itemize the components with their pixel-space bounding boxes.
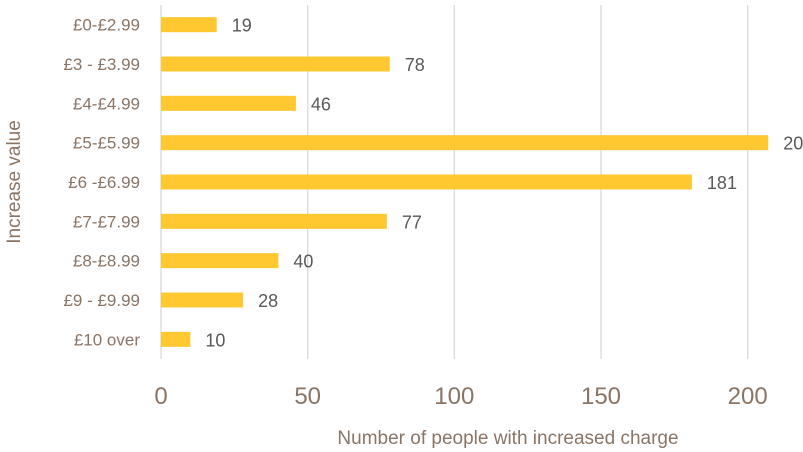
- y-tick-label: £7-£7.99: [73, 212, 140, 231]
- data-label: 78: [405, 55, 425, 75]
- bar: [161, 292, 244, 308]
- data-label: 19: [232, 16, 252, 36]
- bar: [161, 331, 191, 347]
- data-label: 40: [293, 252, 313, 272]
- y-tick-label: £5-£5.99: [73, 134, 140, 153]
- data-label: 10: [205, 330, 225, 350]
- y-tick-label: £9 - £9.99: [63, 291, 140, 310]
- y-tick-label: £0-£2.99: [73, 16, 140, 35]
- x-tick-label: 0: [154, 383, 167, 410]
- y-axis-title: Increase value: [4, 120, 25, 244]
- x-tick-label: 50: [294, 383, 321, 410]
- y-tick-label: £4-£4.99: [73, 94, 140, 113]
- bar: [161, 56, 390, 72]
- x-tick-label: 100: [434, 383, 474, 410]
- y-tick-label: £8-£8.99: [73, 252, 140, 271]
- bar: [161, 253, 279, 269]
- bar: [161, 135, 769, 151]
- x-axis-title: Number of people with increased charge: [337, 428, 678, 449]
- data-label: 28: [258, 291, 278, 311]
- data-label: 181: [707, 173, 737, 193]
- bar: [161, 17, 217, 33]
- x-tick-label: 150: [581, 383, 621, 410]
- labels: 0 50 100 150 200 £0-£2.99 19 £3 - £3.99 78 £4-£4.…: [63, 16, 803, 410]
- y-tick-label: £3 - £3.99: [63, 55, 140, 74]
- bar: [161, 95, 296, 111]
- data-label: 77: [402, 212, 422, 232]
- y-tick-label: £10 over: [74, 330, 140, 349]
- y-tick-label: £6 -£6.99: [68, 173, 140, 192]
- bar: [161, 213, 387, 229]
- bars: [161, 17, 769, 347]
- bar: [161, 174, 692, 190]
- x-tick-label: 200: [728, 383, 768, 410]
- data-label: 46: [311, 94, 331, 114]
- data-label: 207: [783, 134, 803, 154]
